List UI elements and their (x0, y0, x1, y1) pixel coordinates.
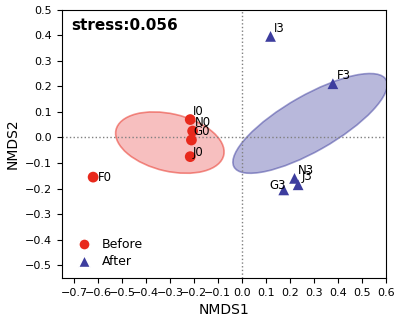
Point (187, 154, 194, 159)
Point (295, 182, 301, 187)
Y-axis label: NMDS2: NMDS2 (6, 119, 20, 169)
Point (280, 187, 287, 193)
Point (187, 117, 194, 122)
Text: I3: I3 (274, 22, 285, 35)
Point (188, 138, 195, 143)
Point (190, 129, 196, 134)
Text: N0: N0 (195, 116, 211, 129)
Text: I0: I0 (193, 105, 203, 118)
Point (330, 81, 336, 86)
Text: N3: N3 (298, 164, 314, 177)
Ellipse shape (116, 112, 224, 173)
Text: G3: G3 (269, 180, 286, 193)
Text: J3: J3 (302, 170, 312, 183)
Point (291, 176, 298, 181)
Ellipse shape (233, 74, 387, 173)
Text: F3: F3 (336, 69, 350, 82)
X-axis label: NMDS1: NMDS1 (198, 303, 249, 318)
Text: stress:0.056: stress:0.056 (72, 18, 178, 33)
Point (90, 174, 96, 180)
Text: J0: J0 (193, 146, 203, 159)
Text: F0: F0 (98, 171, 112, 183)
Text: G0: G0 (194, 125, 210, 138)
Legend: Before, After: Before, After (68, 235, 147, 272)
Point (267, 34, 274, 39)
